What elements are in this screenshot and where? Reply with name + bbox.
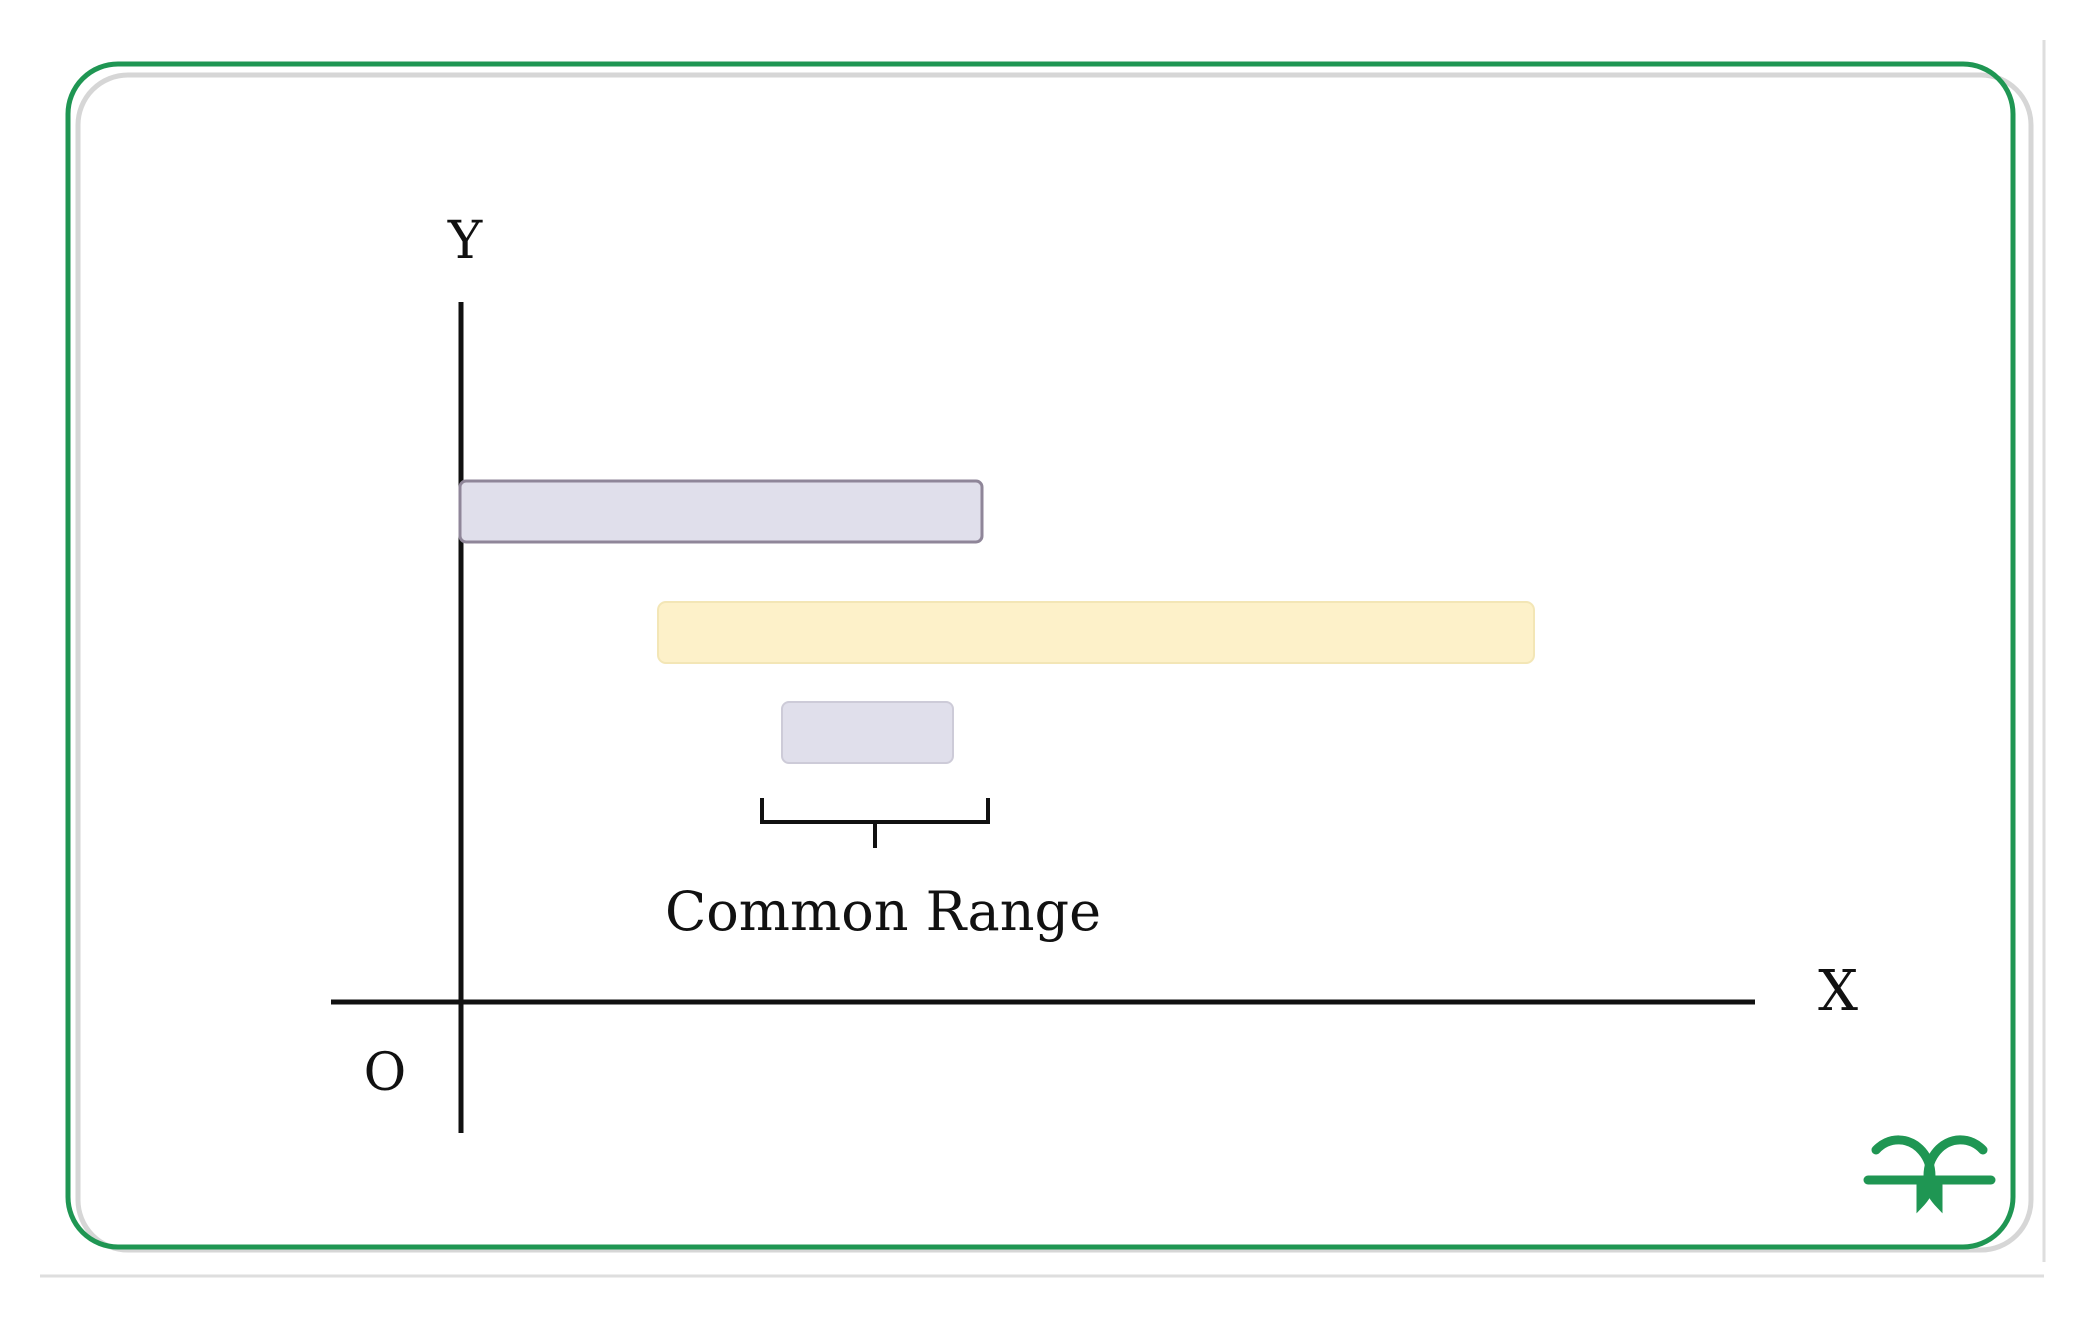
common-range-label: Common Range	[665, 880, 1101, 943]
origin-label: O	[364, 1043, 407, 1103]
card-shadow-frame	[75, 72, 2034, 1253]
range-bar-second	[657, 601, 1535, 664]
card-border	[65, 61, 2016, 1250]
y-axis-label: Y	[447, 211, 483, 271]
common-range-bar	[781, 701, 954, 764]
range-bar-first	[458, 479, 984, 544]
gfg-logo-icon	[1863, 1135, 1996, 1214]
common-range-bracket	[760, 798, 990, 824]
x-axis-label: X	[1818, 959, 1858, 1024]
